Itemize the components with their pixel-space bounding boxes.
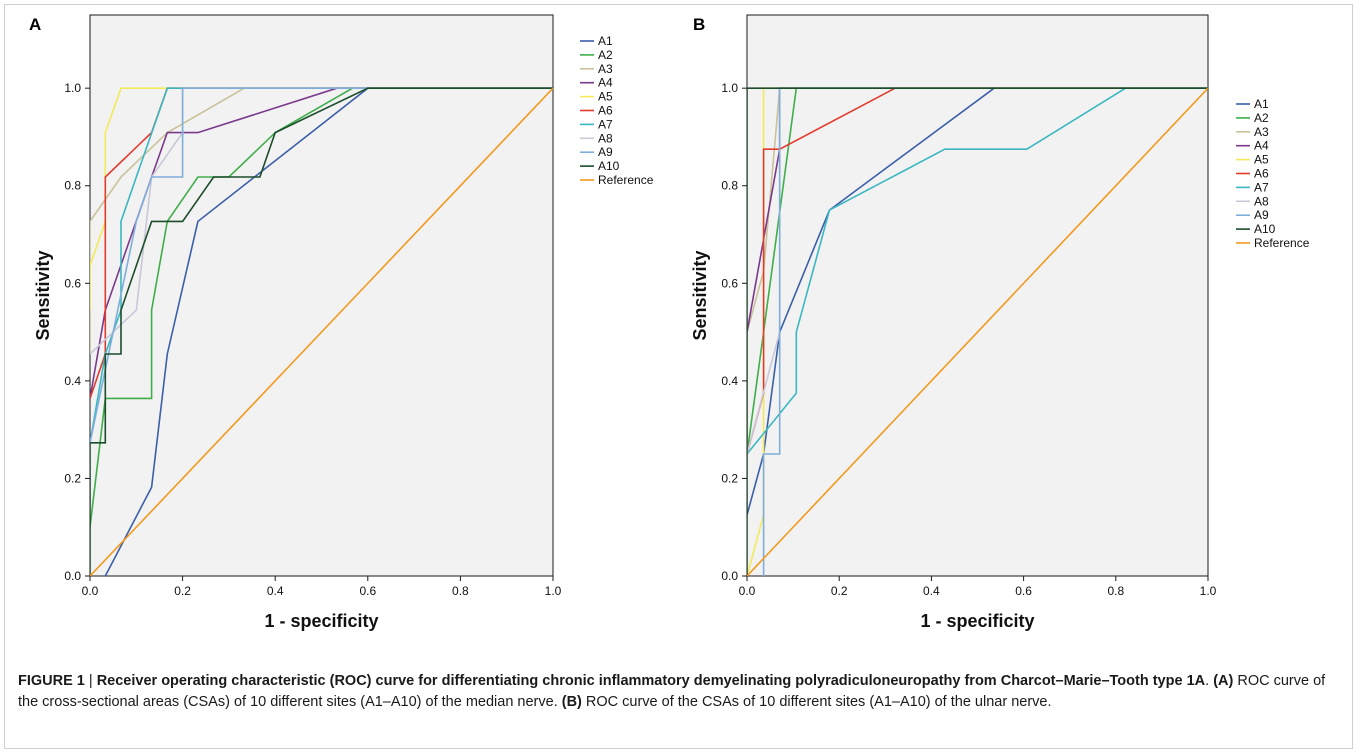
legend-label: A4 <box>1254 139 1269 153</box>
plot-area <box>89 14 554 577</box>
x-tick-label: 0.8 <box>452 584 469 598</box>
x-tick-label: 0.4 <box>267 584 284 598</box>
caption-part-a-text: ROC curve of the cross-sectional areas (… <box>18 673 1326 710</box>
figure-frame: A 0.0 0.2 0.4 0.6 0.8 1.0 0.0 0.2 0.4 0.6 0.8 1.0 1 -… <box>4 4 1353 749</box>
caption-part-b-text: ROC curve of the CSAs of 10 different si… <box>581 694 1052 710</box>
y-tick-label: 0.8 <box>721 179 738 193</box>
plot-area <box>746 14 1209 577</box>
legend-label: A3 <box>1254 125 1269 139</box>
series-line-a10 <box>747 87 1208 576</box>
y-tick-label: 0.2 <box>64 471 81 485</box>
x-tick-label: 0.0 <box>82 584 99 598</box>
y-tick-label: 0.4 <box>721 374 738 388</box>
caption-title-end: . <box>1205 673 1214 689</box>
roc-panel-B: B 0.0 0.2 0.4 0.6 0.8 1.0 0.0 0.2 0.4 0.6 0.8 1.0 1 -… <box>690 14 1310 631</box>
y-tick-label: 0.0 <box>64 569 81 583</box>
legend-label: A3 <box>598 62 613 76</box>
legend-label: A2 <box>1254 111 1269 125</box>
series-line-reference <box>747 87 1208 576</box>
legend-label: A8 <box>598 131 613 145</box>
series-line-reference <box>90 87 553 576</box>
y-tick-label: 0.0 <box>721 569 738 583</box>
roc-panel-A: A 0.0 0.2 0.4 0.6 0.8 1.0 0.0 0.2 0.4 0.6 0.8 1.0 1 -… <box>29 14 654 631</box>
y-axis-label: Sensitivity <box>33 250 53 340</box>
legend-label: A10 <box>1254 222 1276 236</box>
legend-label: A7 <box>598 117 613 131</box>
legend-label: A7 <box>1254 180 1269 194</box>
panel-label: B <box>693 15 705 34</box>
legend-label: A5 <box>1254 153 1269 167</box>
series-lines <box>747 87 1208 576</box>
series-line-a10 <box>90 87 553 576</box>
legend-label: A4 <box>598 76 613 90</box>
x-tick-label: 0.4 <box>923 584 940 598</box>
x-tick-label: 0.6 <box>1015 584 1032 598</box>
legend-label: A9 <box>1254 208 1269 222</box>
caption-part-b-label: (B) <box>561 694 582 710</box>
x-tick-label: 1.0 <box>1200 584 1217 598</box>
legend-label: A6 <box>598 104 613 118</box>
legend-label: A6 <box>1254 167 1269 181</box>
figure-caption: FIGURE 1 | Receiver operating characteri… <box>18 671 1338 713</box>
legend-label: A10 <box>598 159 620 173</box>
y-tick-label: 1.0 <box>64 81 81 95</box>
y-axis-label: Sensitivity <box>690 250 710 340</box>
caption-title: Receiver operating characteristic (ROC) … <box>96 673 1206 689</box>
series-line-a7 <box>747 87 1208 455</box>
y-tick-label: 0.2 <box>721 471 738 485</box>
legend-label: Reference <box>1254 236 1310 250</box>
y-tick-label: 0.8 <box>64 179 81 193</box>
y-tick-label: 0.6 <box>64 276 81 290</box>
panel-label: A <box>29 15 41 34</box>
x-axis-label: 1 - specificity <box>264 611 378 631</box>
series-line-a2 <box>90 87 553 528</box>
series-line-a9 <box>90 87 553 443</box>
legend-label: A5 <box>598 90 613 104</box>
x-axis-label: 1 - specificity <box>920 611 1034 631</box>
caption-part-a-label: (A) <box>1213 673 1234 689</box>
legend-label: A2 <box>598 48 613 62</box>
legend-label: A1 <box>598 34 613 48</box>
x-tick-label: 0.6 <box>359 584 376 598</box>
y-tick-label: 0.6 <box>721 276 738 290</box>
x-tick-label: 0.8 <box>1107 584 1124 598</box>
x-tick-label: 0.2 <box>831 584 848 598</box>
series-lines <box>90 87 553 576</box>
legend-label: A1 <box>1254 97 1269 111</box>
x-tick-label: 1.0 <box>545 584 562 598</box>
legend-label: Reference <box>598 173 654 187</box>
y-tick-label: 0.4 <box>64 374 81 388</box>
roc-figure: A 0.0 0.2 0.4 0.6 0.8 1.0 0.0 0.2 0.4 0.6 0.8 1.0 1 -… <box>29 14 1310 631</box>
caption-label: FIGURE 1 <box>18 673 85 689</box>
x-tick-label: 0.2 <box>174 584 191 598</box>
y-tick-label: 1.0 <box>721 81 738 95</box>
x-tick-label: 0.0 <box>739 584 756 598</box>
caption-separator: | <box>84 673 97 689</box>
legend-label: A9 <box>598 145 613 159</box>
legend-label: A8 <box>1254 194 1269 208</box>
